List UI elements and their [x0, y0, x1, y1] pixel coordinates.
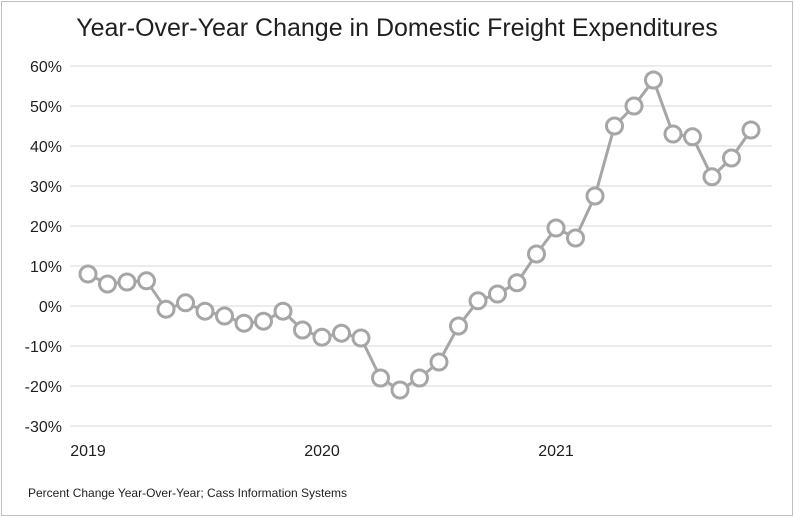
data-point	[156, 299, 176, 319]
data-point	[546, 218, 566, 238]
data-point	[507, 273, 527, 293]
data-point	[273, 301, 293, 321]
data-point	[137, 271, 156, 291]
data-point	[702, 167, 722, 187]
data-point	[605, 116, 624, 136]
data-point	[566, 228, 585, 248]
y-tick-label: -20%	[25, 379, 62, 396]
data-point	[293, 320, 312, 340]
data-point	[663, 124, 683, 144]
data-point	[117, 272, 137, 292]
data-point	[312, 327, 332, 347]
y-tick-label: -10%	[25, 339, 62, 356]
data-point	[527, 244, 546, 264]
data-point	[254, 311, 273, 331]
data-point	[488, 284, 507, 304]
y-tick-label: 20%	[30, 219, 62, 236]
data-point	[176, 293, 195, 313]
data-point	[78, 264, 98, 284]
data-point	[332, 323, 351, 343]
data-point	[215, 306, 234, 326]
data-point	[429, 352, 449, 372]
data-point	[390, 380, 410, 400]
chart-title: Year-Over-Year Change in Domestic Freigh…	[76, 14, 718, 42]
data-point	[722, 148, 741, 168]
data-point	[371, 368, 390, 388]
y-tick-label: 60%	[30, 59, 62, 76]
x-tick-label: 2020	[304, 443, 340, 460]
data-point	[410, 368, 429, 388]
y-tick-label: 50%	[30, 99, 62, 116]
y-tick-label: 30%	[30, 179, 62, 196]
data-point	[741, 120, 761, 140]
source-note: Percent Change Year-Over-Year; Cass Info…	[28, 486, 348, 500]
data-point	[624, 96, 644, 116]
data-point	[449, 316, 468, 336]
data-point	[234, 313, 254, 333]
data-point	[351, 328, 371, 348]
data-point	[468, 291, 488, 311]
data-point	[195, 301, 215, 321]
y-tick-label: -30%	[25, 419, 62, 436]
data-point	[585, 186, 605, 206]
y-tick-label: 10%	[30, 259, 62, 276]
y-tick-label: 0%	[39, 299, 62, 316]
series-line	[87, 78, 753, 392]
data-point	[683, 127, 702, 147]
data-point	[644, 70, 663, 90]
x-tick-label: 2019	[70, 443, 106, 460]
x-tick-label: 2021	[538, 443, 574, 460]
data-point	[98, 274, 117, 294]
y-tick-label: 40%	[30, 139, 62, 156]
